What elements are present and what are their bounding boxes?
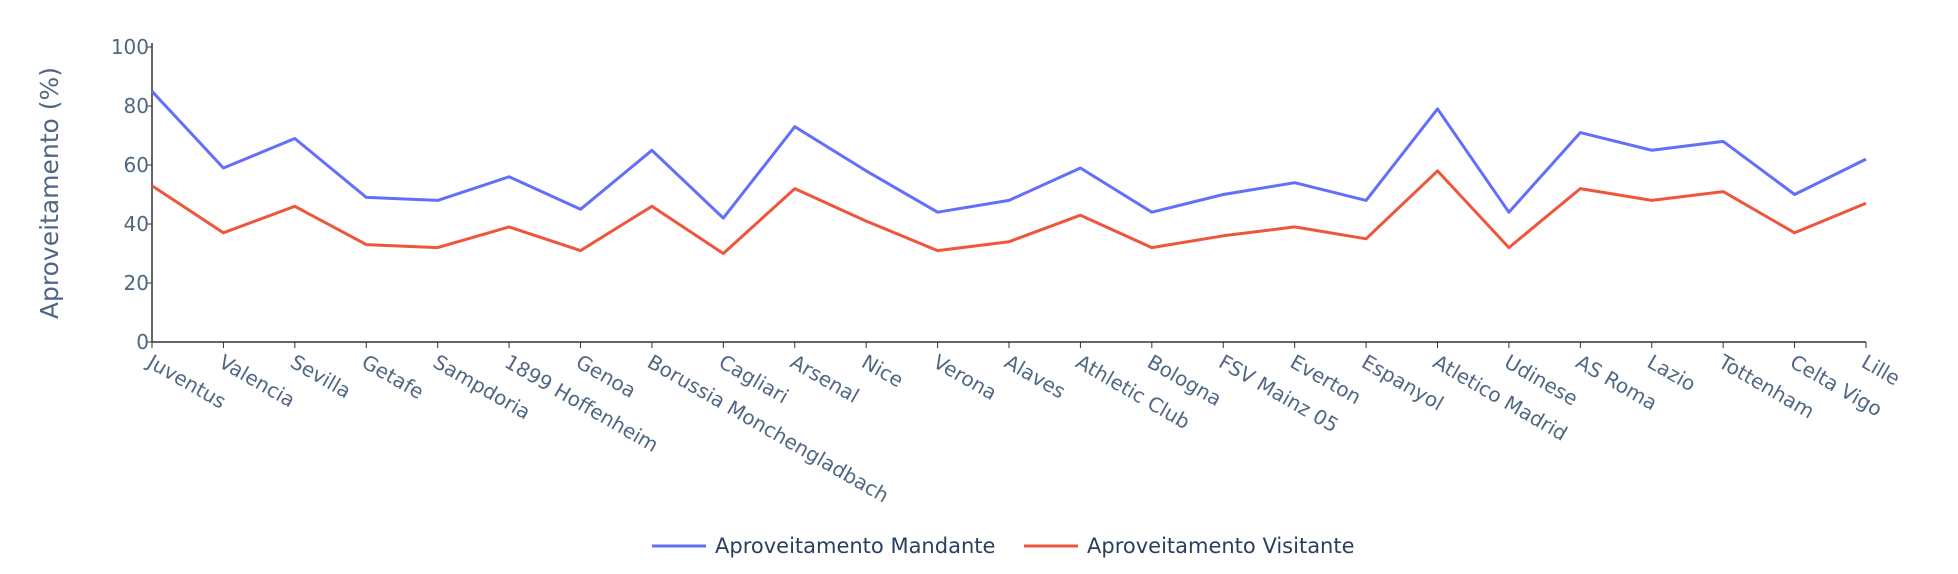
x-tick-label: Verona [929, 350, 1001, 405]
y-tick-label: 60 [124, 153, 149, 177]
y-tick-label: 20 [124, 271, 149, 295]
x-tick-label: FSV Mainz 05 [1215, 350, 1343, 438]
x-tick-label: Nice [858, 350, 908, 393]
x-tick-label: AS Roma [1572, 350, 1662, 416]
legend-item[interactable]: Aproveitamento Visitante [1024, 534, 1355, 558]
series-lines [150, 90, 1867, 255]
y-tick-label: 80 [124, 94, 149, 118]
x-tick-label: Arsenal [786, 350, 863, 408]
y-tick-label: 100 [111, 35, 149, 59]
y-axis-ticks: 0 20 40 60 80 100 [111, 35, 152, 354]
legend: Aproveitamento Mandante Aproveitamento Vi… [652, 534, 1355, 558]
y-axis-title-group: Aproveitamento (%) [35, 67, 64, 319]
x-tick-label: Valencia [215, 350, 300, 413]
x-tick-label: Alaves [1001, 350, 1070, 404]
x-tick-label: Lille [1858, 350, 1905, 391]
series-line [151, 169, 1867, 255]
y-axis-title: Aproveitamento (%) [35, 67, 64, 319]
x-tick-label: Juventus [142, 349, 230, 414]
legend-label: Aproveitamento Mandante [715, 534, 995, 558]
legend-item[interactable]: Aproveitamento Mandante [652, 534, 995, 558]
y-tick-label: 0 [136, 330, 149, 354]
x-tick-label: Getafe [358, 350, 428, 404]
legend-label: Aproveitamento Visitante [1087, 534, 1355, 558]
y-tick-label: 40 [124, 212, 149, 236]
series-line [150, 90, 1867, 220]
